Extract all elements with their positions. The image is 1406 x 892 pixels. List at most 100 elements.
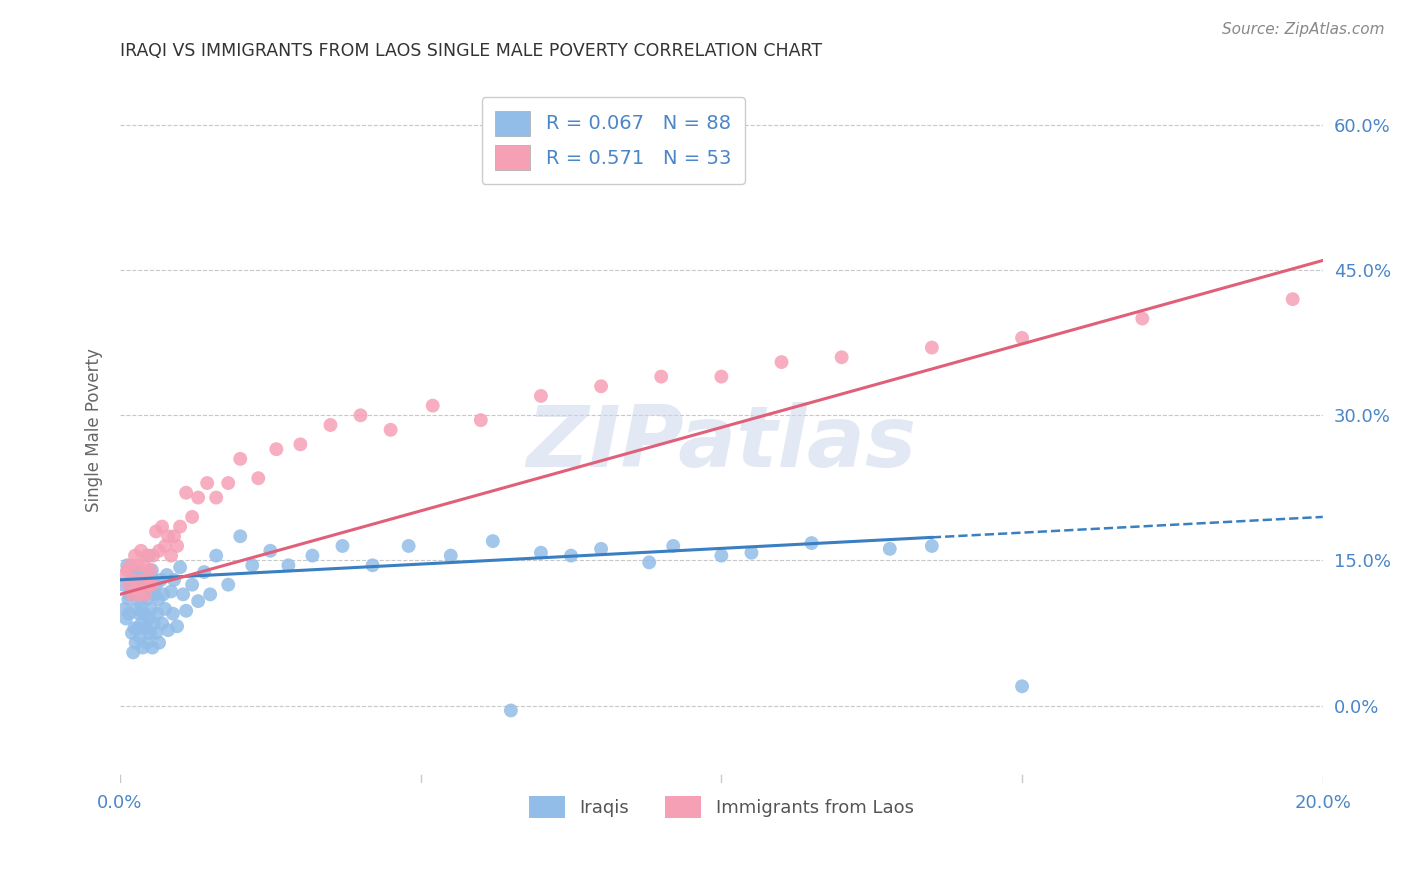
Point (1011, 331, 1033, 345)
Point (124, 549, 146, 563)
Point (127, 558, 149, 573)
Point (125, 582, 148, 597)
Point (148, 592, 170, 607)
Point (560, 549, 582, 563)
Point (139, 626, 162, 640)
Point (530, 389, 553, 403)
Point (181, 577, 204, 591)
Point (710, 549, 733, 563)
Point (145, 577, 167, 591)
Point (143, 587, 166, 601)
Point (277, 558, 299, 573)
Point (148, 543, 170, 558)
Point (120, 558, 142, 573)
Point (591, 541, 613, 556)
Point (499, 703, 522, 717)
Point (136, 577, 159, 591)
Point (172, 587, 194, 601)
Point (129, 543, 152, 558)
Point (181, 510, 204, 524)
Point (118, 577, 141, 591)
Point (921, 539, 943, 553)
Point (134, 587, 156, 601)
Text: ZIPatlas: ZIPatlas (526, 402, 917, 485)
Point (153, 539, 176, 553)
Point (770, 355, 793, 369)
Point (169, 560, 191, 574)
Point (132, 577, 155, 591)
Point (150, 616, 173, 631)
Point (139, 582, 162, 597)
Point (132, 587, 155, 601)
Point (145, 524, 167, 539)
Point (229, 451, 252, 466)
Y-axis label: Single Male Poverty: Single Male Poverty (86, 348, 103, 512)
Point (141, 577, 163, 591)
Point (134, 568, 156, 582)
Point (259, 543, 281, 558)
Point (800, 536, 823, 550)
Text: IRAQI VS IMMIGRANTS FROM LAOS SINGLE MALE POVERTY CORRELATION CHART: IRAQI VS IMMIGRANTS FROM LAOS SINGLE MAL… (120, 42, 823, 60)
Point (187, 594, 209, 608)
Point (198, 587, 221, 601)
Point (127, 621, 149, 635)
Point (217, 476, 239, 491)
Point (247, 471, 270, 485)
Point (162, 607, 184, 621)
Point (124, 636, 146, 650)
Point (121, 563, 143, 577)
Point (163, 529, 186, 543)
Point (142, 573, 165, 587)
Point (118, 607, 141, 621)
Point (128, 607, 150, 621)
Point (120, 573, 142, 587)
Point (638, 556, 661, 570)
Point (650, 369, 672, 384)
Point (1281, 292, 1303, 306)
Point (831, 350, 853, 364)
Point (141, 563, 163, 577)
Point (187, 491, 209, 505)
Point (138, 549, 160, 563)
Text: Source: ZipAtlas.com: Source: ZipAtlas.com (1222, 22, 1385, 37)
Point (160, 584, 183, 599)
Point (136, 549, 159, 563)
Point (174, 604, 197, 618)
Point (205, 491, 228, 505)
Legend: Iraqis, Immigrants from Laos: Iraqis, Immigrants from Laos (522, 789, 921, 825)
Point (740, 546, 762, 560)
Point (160, 549, 183, 563)
Point (142, 616, 165, 631)
Point (115, 558, 138, 573)
Point (138, 577, 160, 591)
Point (136, 636, 159, 650)
Point (146, 607, 169, 621)
Point (114, 568, 136, 582)
Point (1130, 311, 1153, 326)
Point (124, 582, 146, 597)
Point (217, 577, 239, 591)
Point (114, 602, 136, 616)
Point (115, 563, 138, 577)
Point (124, 621, 146, 635)
Point (132, 640, 155, 655)
Point (142, 549, 165, 563)
Point (195, 476, 218, 491)
Point (149, 573, 172, 587)
Point (145, 626, 167, 640)
Point (111, 577, 134, 591)
Point (169, 519, 191, 533)
Point (115, 611, 138, 625)
Point (398, 539, 420, 553)
Point (319, 417, 342, 432)
Point (470, 413, 492, 427)
Point (879, 541, 901, 556)
Point (148, 636, 170, 650)
Point (129, 597, 152, 611)
Point (132, 573, 155, 587)
Point (153, 602, 176, 616)
Point (240, 558, 263, 573)
Point (361, 558, 384, 573)
Point (266, 442, 288, 457)
Point (290, 437, 312, 451)
